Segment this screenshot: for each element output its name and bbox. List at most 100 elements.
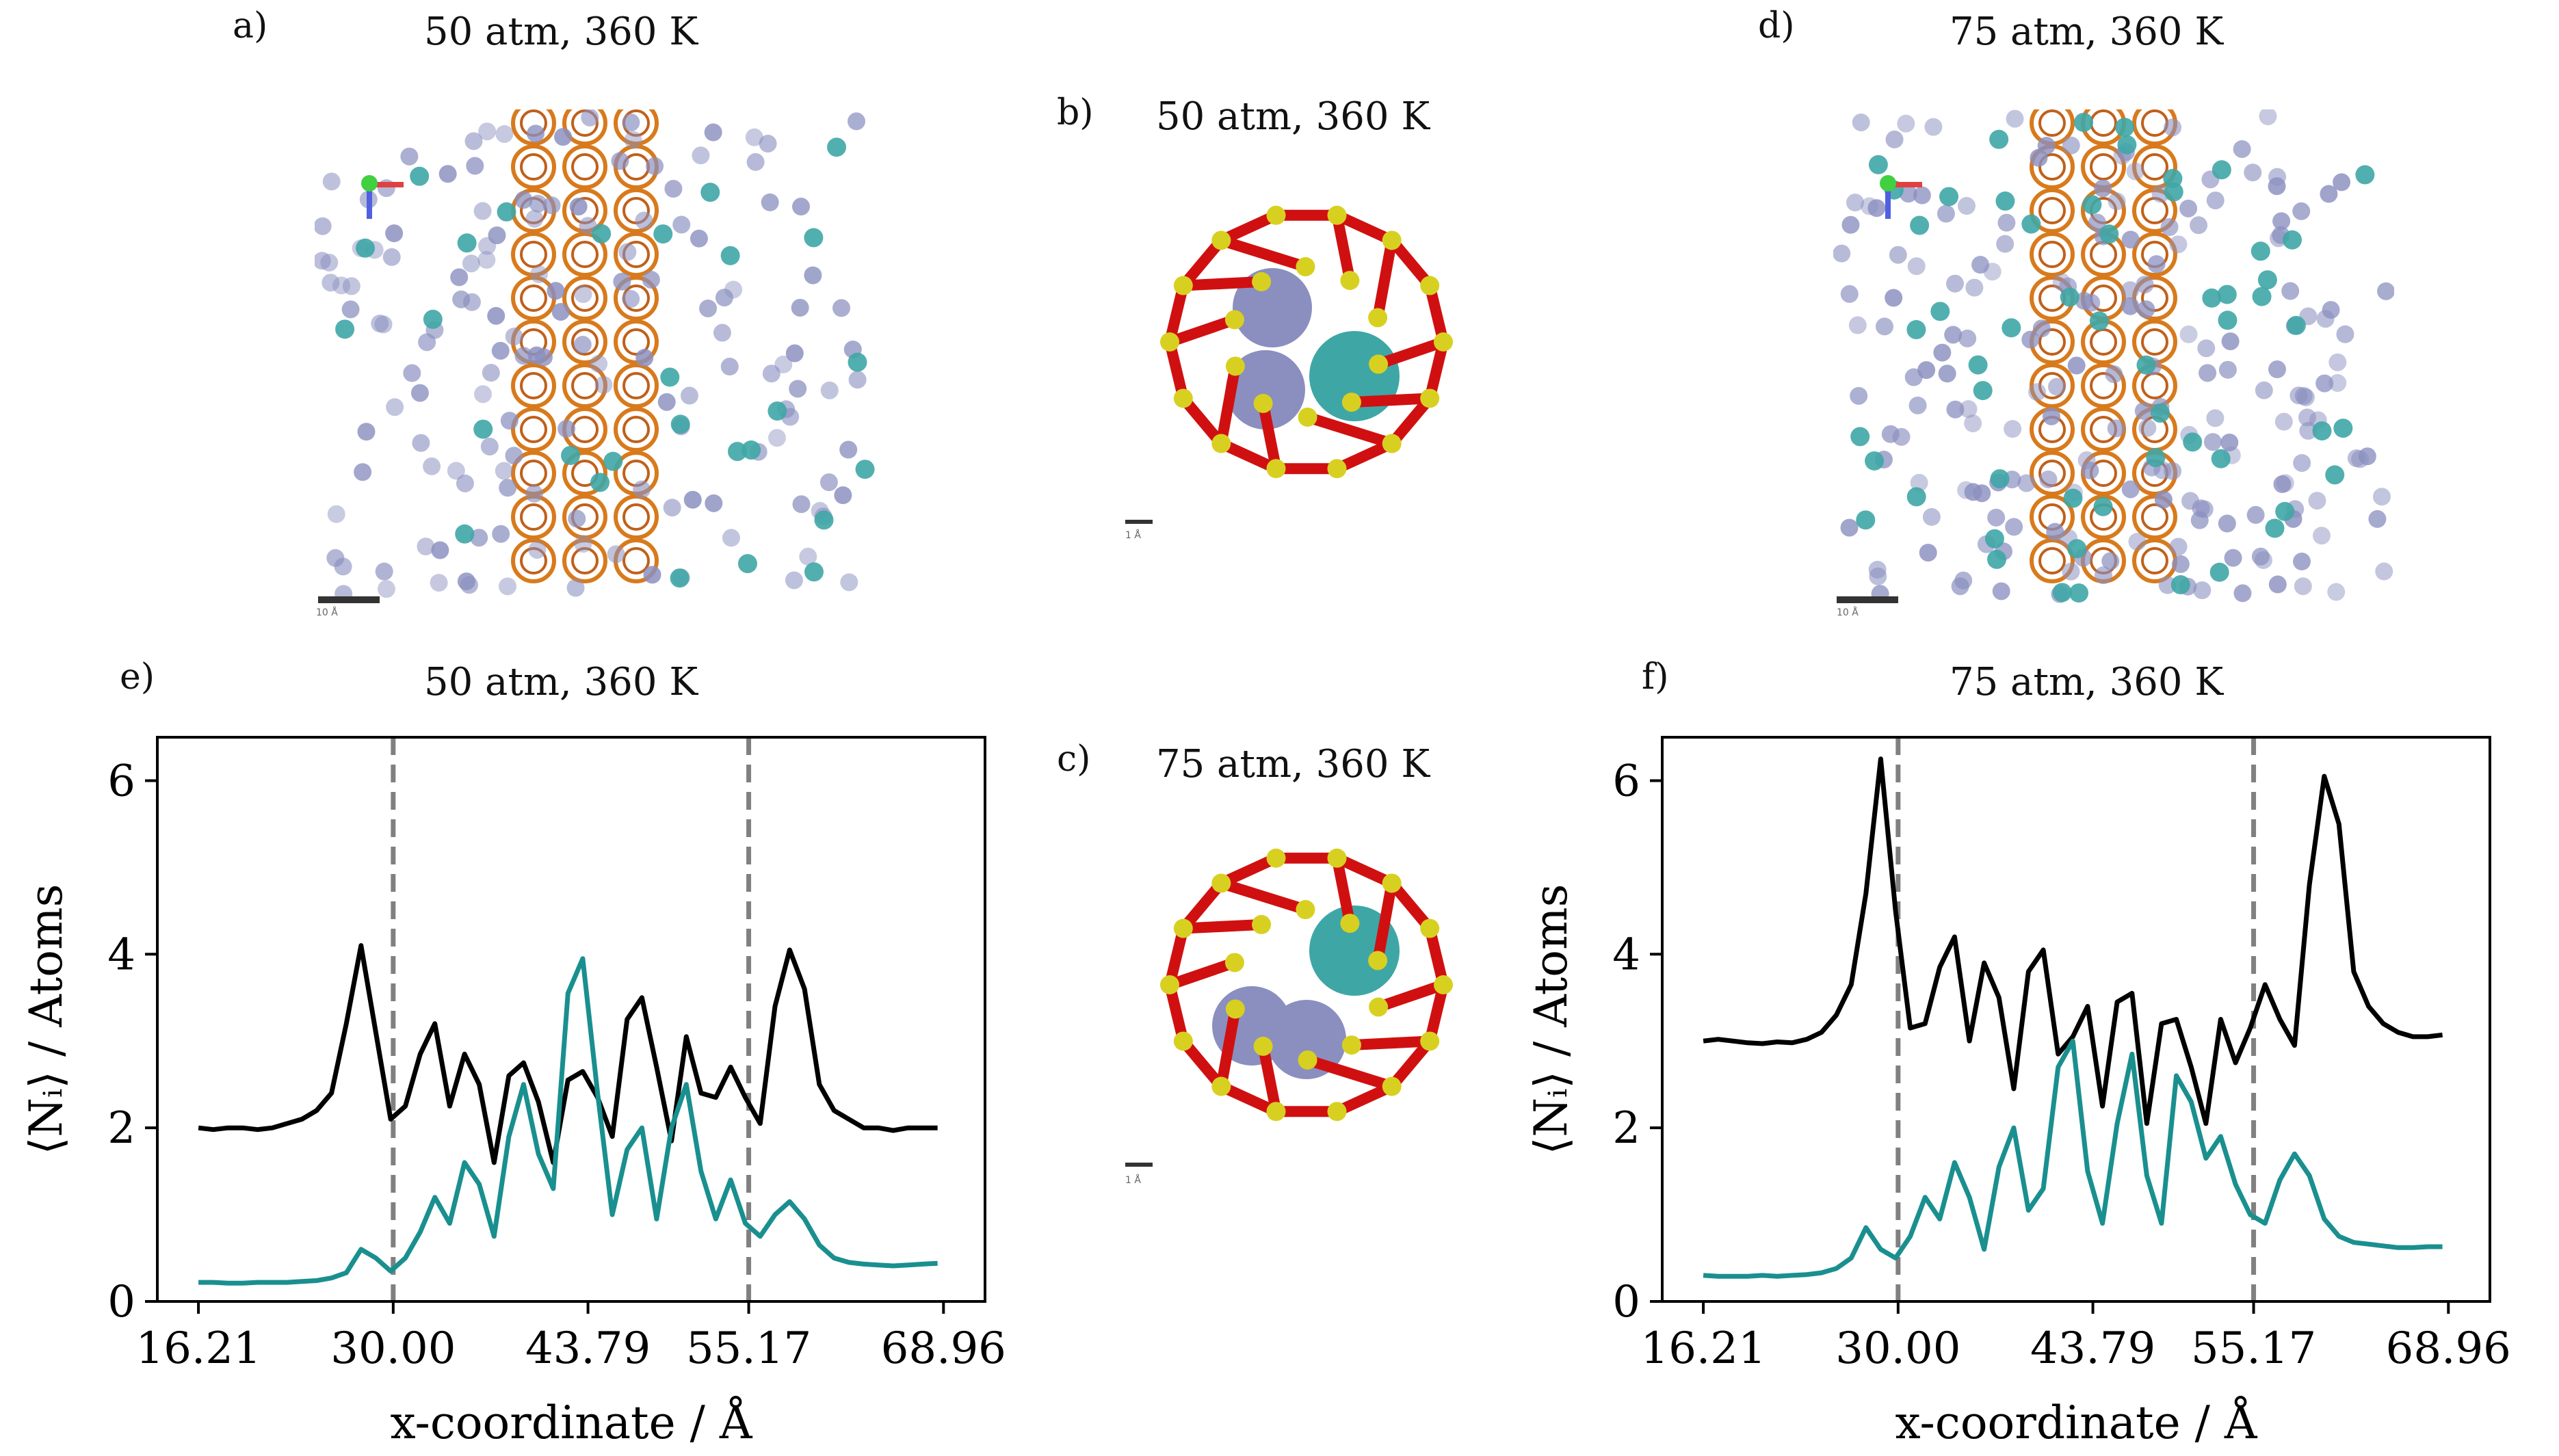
cage-bond <box>1386 1035 1436 1092</box>
cage-c-render <box>1125 848 1453 1167</box>
cage-node <box>1160 975 1179 994</box>
x-tick-label-3: 55.17 <box>686 1323 811 1374</box>
chart-f: 0 2 4 6 16.21 30.00 43.79 55.17 68.96 x-coordinat… <box>1525 736 2511 1449</box>
framework-ring-inner <box>2090 328 2117 356</box>
gas-atom-lavender <box>488 226 506 245</box>
gas-atom-lavender <box>1951 577 1969 596</box>
framework-ring-inner <box>2141 372 2168 399</box>
gas-atom-lavender <box>699 299 718 317</box>
cage-node <box>1340 914 1360 934</box>
cage-bond <box>1216 852 1282 889</box>
axis-glyph-y <box>1880 175 1896 191</box>
gas-atom-teal <box>742 440 761 460</box>
cage-bond <box>1177 276 1268 291</box>
gas-atom-teal <box>720 246 740 265</box>
gas-atom-lavender <box>403 364 421 382</box>
framework-ring <box>614 407 659 452</box>
gas-atom-lavender <box>2316 310 2335 328</box>
cage-b <box>1122 171 1491 527</box>
gas-atom-lavender <box>581 108 599 127</box>
cage-node <box>1327 459 1347 479</box>
framework-ring-inner <box>2038 241 2066 268</box>
gas-atom-lavender <box>1959 400 1978 419</box>
gas-atom-lavender <box>466 157 484 175</box>
gas-atom-lavender <box>1885 289 1903 307</box>
gas-atom-lavender <box>2062 562 2080 581</box>
gas-atom-teal <box>814 510 834 530</box>
gas-atom-lavender <box>1971 256 1990 274</box>
framework-ring-inner <box>2141 109 2168 137</box>
gas-atom-lavender <box>692 146 710 165</box>
cage-node <box>1211 1076 1231 1096</box>
framework-ring <box>562 319 607 365</box>
gas-atom-lavender <box>613 272 631 291</box>
gas-atom-lavender <box>1875 317 1893 336</box>
gas-atom-teal <box>2183 432 2203 452</box>
gas-atom-lavender <box>474 385 493 403</box>
gas-atom-lavender <box>2169 538 2188 556</box>
cage-bond <box>1372 235 1397 323</box>
gas-atom-lavender <box>2320 185 2338 203</box>
framework-ring <box>511 363 556 408</box>
gas-atom-lavender <box>799 547 817 566</box>
x-tick-label-0: 16.21 <box>1640 1323 1766 1374</box>
framework-ring-inner <box>622 328 650 356</box>
y-tick-label-6: 6 <box>107 756 135 806</box>
gas-atom-lavender <box>2218 514 2236 533</box>
gas-atom-teal <box>1968 355 1988 375</box>
series-teal-line <box>198 956 938 1286</box>
cage-bond <box>1331 852 1397 889</box>
gas-atom-lavender <box>611 152 629 170</box>
gas-atom-lavender <box>1958 329 1977 347</box>
gas-atom-teal <box>2146 448 2166 468</box>
gas-atom-lavender <box>2276 474 2294 492</box>
gas-atom-lavender <box>2254 551 2272 569</box>
gas-atom-teal <box>2099 224 2119 244</box>
cage-node <box>1224 953 1244 972</box>
gas-atom-lavender <box>820 381 839 399</box>
gas-atom-lavender <box>642 270 660 289</box>
gas-atom-lavender <box>525 209 544 228</box>
gas-atom-teal <box>1990 469 2010 489</box>
gas-atom-lavender <box>2333 173 2351 191</box>
gas-atom-teal <box>2312 421 2332 441</box>
gas-atom-lavender <box>431 541 449 559</box>
gas-atom-lavender <box>2246 505 2265 524</box>
framework-ring-inner <box>2090 109 2117 137</box>
cage-node <box>1266 205 1286 225</box>
cage-bond <box>1216 235 1311 273</box>
gas-atom-lavender <box>2075 291 2093 310</box>
gas-atom-lavender <box>1987 508 2006 527</box>
gas-atom-teal <box>1856 510 1876 530</box>
gas-atom-lavender <box>791 298 809 317</box>
cage-bond <box>1346 1035 1436 1051</box>
gas-atom-lavender <box>382 248 401 266</box>
gas-atom-lavender <box>1938 365 1956 383</box>
snapshot-a-render <box>313 101 875 603</box>
gas-atom-teal <box>2115 118 2135 137</box>
gas-atom-teal <box>2202 288 2222 308</box>
gas-atom-lavender <box>2171 555 2190 573</box>
gas-atom-lavender <box>622 290 640 308</box>
gas-atom-lavender <box>2328 373 2347 392</box>
gas-atom-lavender <box>1899 185 1917 203</box>
gas-atom-lavender <box>2028 383 2047 401</box>
gas-atom-lavender <box>2259 107 2277 126</box>
framework-ring <box>2030 538 2075 583</box>
framework-ring-inner <box>571 372 599 399</box>
gas-atom-lavender <box>590 354 608 373</box>
gas-atom-lavender <box>762 365 780 383</box>
gas-atom-lavender <box>745 128 763 146</box>
cage-node <box>1173 1031 1193 1051</box>
gas-atom-lavender <box>1964 414 1982 433</box>
gas-atom-lavender <box>2032 319 2051 338</box>
framework-ring <box>511 538 556 583</box>
gas-atom-lavender <box>646 157 664 175</box>
gas-atom-teal <box>653 224 673 244</box>
gas-atom-lavender <box>354 463 372 481</box>
cage-node <box>1420 388 1440 408</box>
gas-atom-lavender <box>2273 475 2292 494</box>
gas-atom-lavender <box>470 529 488 547</box>
gas-atom-lavender <box>2094 566 2112 585</box>
chart-e: 0 2 4 6 16.21 30.00 43.79 55.17 68.96 x-coordinat… <box>20 736 1006 1449</box>
